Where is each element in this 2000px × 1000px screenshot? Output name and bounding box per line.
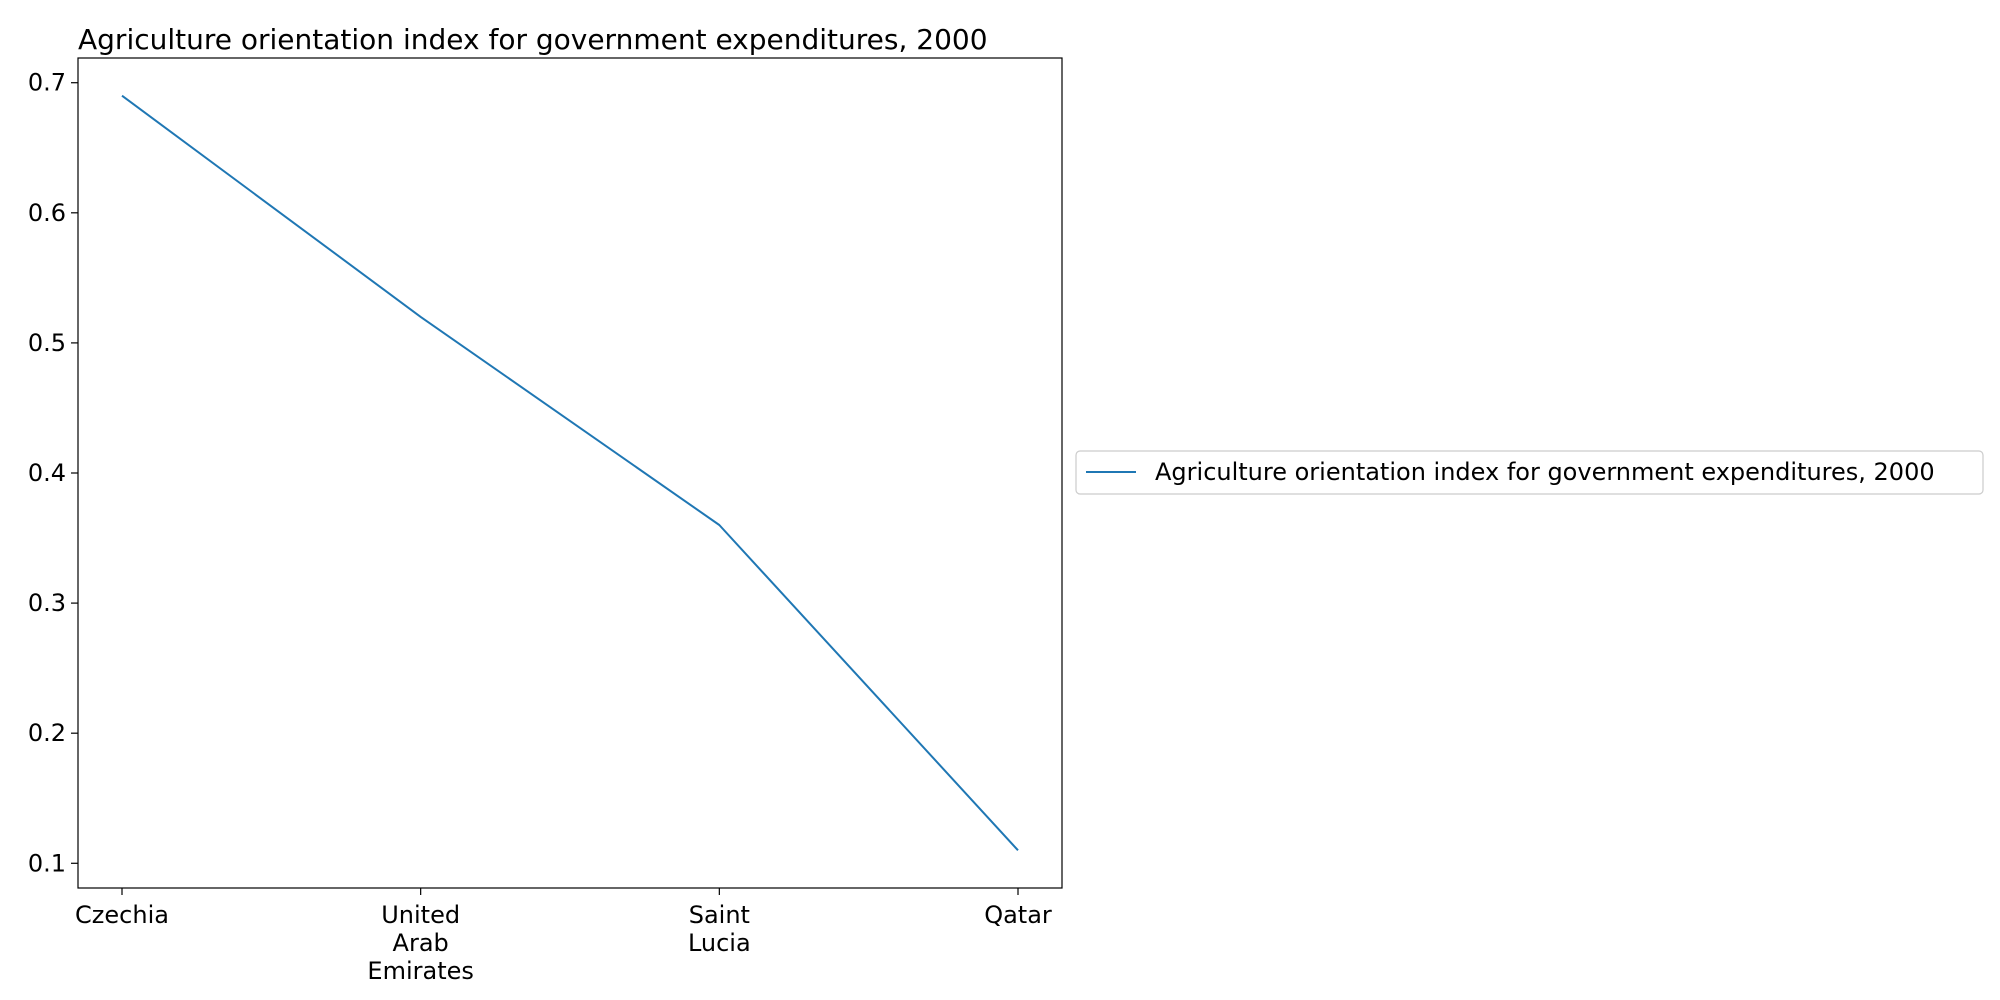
series-line bbox=[121, 94, 1019, 851]
legend-label: Agriculture orientation index for govern… bbox=[1155, 458, 1935, 486]
y-tick-label: 0.5 bbox=[28, 329, 66, 357]
y-tick-label: 0.2 bbox=[28, 719, 66, 747]
y-tick-label: 0.6 bbox=[28, 199, 66, 227]
y-tick-label: 0.7 bbox=[28, 69, 66, 97]
y-axis: 0.1 0.2 0.3 0.4 0.5 0.6 0.7 bbox=[28, 69, 78, 877]
x-axis: Czechia United Arab Emirates Saint Lucia Qatar bbox=[75, 888, 1052, 985]
legend: Agriculture orientation index for govern… bbox=[1075, 450, 1984, 495]
y-tick-label: 0.1 bbox=[28, 849, 66, 877]
series-layer bbox=[121, 94, 1019, 851]
x-tick-label: United Arab Emirates bbox=[367, 901, 473, 985]
y-tick-label: 0.3 bbox=[28, 589, 66, 617]
y-tick-label: 0.4 bbox=[28, 459, 66, 487]
x-tick-label: Czechia bbox=[75, 901, 169, 929]
legend-box bbox=[1075, 450, 1984, 495]
x-tick-label: Qatar bbox=[984, 901, 1052, 929]
plot-area bbox=[77, 57, 1063, 889]
x-tick-label: Saint Lucia bbox=[688, 901, 751, 957]
chart-title: Agriculture orientation index for govern… bbox=[78, 23, 988, 56]
